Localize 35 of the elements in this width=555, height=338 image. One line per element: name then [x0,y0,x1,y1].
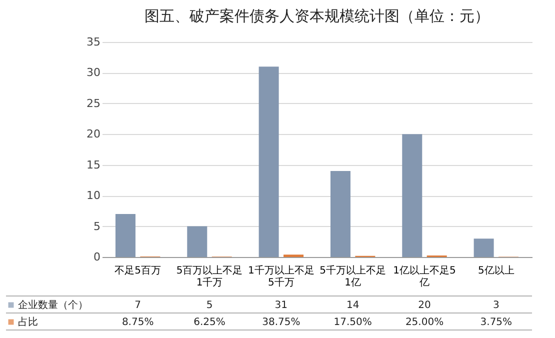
legend-label: 占比 [18,316,38,328]
y-tick-label: 20 [86,128,100,141]
bar [187,226,208,257]
y-tick-label: 10 [86,189,100,202]
data-label: 38.75% [262,317,300,328]
bar [402,134,422,257]
y-tick-label: 5 [94,220,100,233]
bar [474,238,494,257]
y-tick-label: 25 [86,96,100,110]
bar [115,214,136,257]
y-tick-label: 0 [94,250,100,264]
x-tick-label: 1亿以上不足5亿 [393,264,456,288]
data-label: 20 [418,300,431,311]
data-label: 8.75% [122,317,154,328]
x-tick-label: 5千万以上不足1亿 [320,264,386,288]
data-label: 3.75% [480,317,512,328]
y-tick-label: 30 [86,66,100,80]
data-label: 17.50% [334,317,372,328]
x-tick-label: 1千万以上不足5千万 [248,264,314,288]
data-label: 7 [134,300,142,311]
bar [330,171,350,257]
x-tick-label: 5亿以上 [478,264,514,276]
chart-title: 图五、破产案件债务人资本规模统计图（单位：元） [144,7,490,25]
x-tick-label: 不足5百万 [114,266,162,276]
y-tick-label: 15 [86,158,100,172]
y-tick-label: 35 [86,36,100,48]
data-label: 3 [492,300,500,311]
bar [258,66,279,257]
data-label: 14 [346,300,360,311]
data-label: 5 [206,300,213,311]
x-tick-label: 5百万以上不足1千万 [176,264,243,288]
data-label: 31 [274,300,288,311]
data-label: 25.00% [405,317,444,328]
legend-label: 企业数量（个） [18,299,88,311]
data-label: 6.25% [194,317,226,328]
